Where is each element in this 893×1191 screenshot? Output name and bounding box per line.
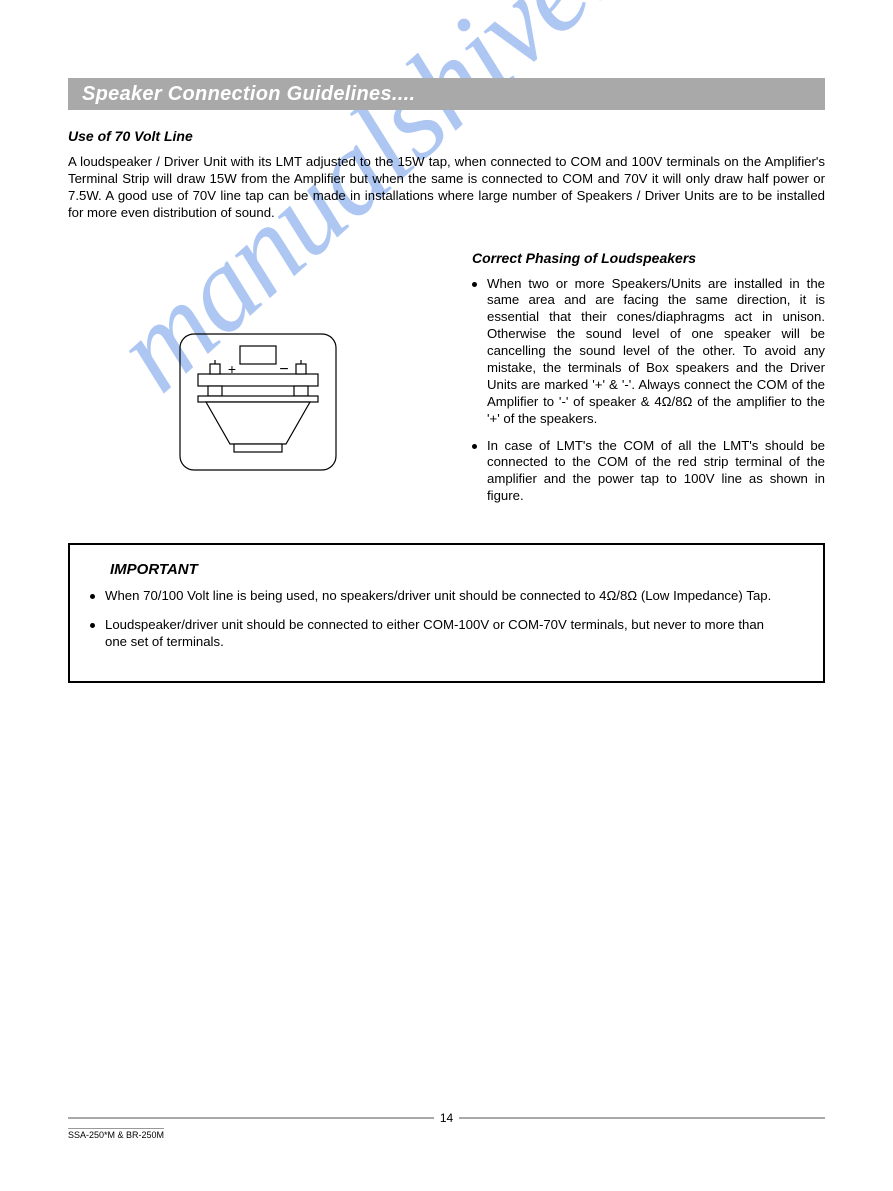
section2-heading: Correct Phasing of Loudspeakers	[472, 250, 825, 266]
page-number: 14	[438, 1111, 455, 1125]
important-title: IMPORTANT	[110, 561, 783, 578]
section-banner: Speaker Connection Guidelines....	[68, 78, 825, 110]
bullet-dot-icon	[90, 594, 95, 599]
important-bullet-1: When 70/100 Volt line is being used, no …	[90, 588, 783, 605]
section2-bullet-2-text: In case of LMT's the COM of all the LMT'…	[487, 438, 825, 506]
important-bullet-2-text: Loudspeaker/driver unit should be connec…	[105, 617, 783, 651]
section2-bullet-2: In case of LMT's the COM of all the LMT'…	[472, 438, 825, 506]
plus-label: +	[228, 361, 236, 377]
footer-rule-left	[68, 1117, 434, 1119]
important-bullet-2: Loudspeaker/driver unit should be connec…	[90, 617, 783, 651]
footer-rule-right	[459, 1117, 825, 1119]
bullet-dot-icon	[472, 444, 477, 449]
page-footer: 14 SSA-250*M & BR-250M	[68, 1111, 825, 1143]
bullet-dot-icon	[472, 282, 477, 287]
important-bullet-1-text: When 70/100 Volt line is being used, no …	[105, 588, 771, 605]
section1-heading: Use of 70 Volt Line	[68, 128, 825, 144]
important-box: IMPORTANT When 70/100 Volt line is being…	[68, 543, 825, 683]
banner-title: Speaker Connection Guidelines....	[82, 83, 415, 106]
footer-model: SSA-250*M & BR-250M	[68, 1128, 164, 1140]
section2-bullet-1: When two or more Speakers/Units are inst…	[472, 276, 825, 428]
section2-bullet-1-text: When two or more Speakers/Units are inst…	[487, 276, 825, 428]
section1-body: A loudspeaker / Driver Unit with its LMT…	[68, 154, 825, 222]
speaker-diagram: + −	[68, 250, 448, 516]
bullet-dot-icon	[90, 623, 95, 628]
minus-label: −	[279, 361, 288, 378]
